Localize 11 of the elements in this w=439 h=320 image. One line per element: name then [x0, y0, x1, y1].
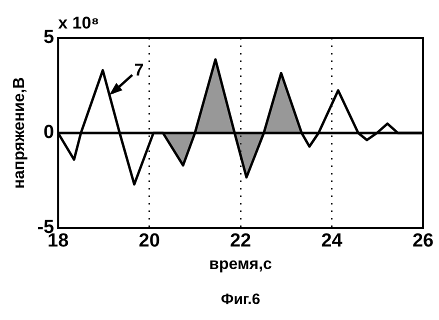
y-tick-label: 5: [44, 27, 55, 48]
x-tick-label: 22: [230, 230, 252, 252]
text: x 10⁸: [58, 14, 100, 33]
y-axis-title: напряжение,В: [11, 77, 28, 189]
x-tick-label: 26: [412, 230, 434, 252]
y-tick-label: 0: [44, 122, 54, 144]
x-tick-label: 24: [321, 230, 343, 252]
x-axis-title: время,с: [209, 256, 272, 273]
x-tick-label: 20: [138, 230, 160, 252]
text: Фиг.6: [220, 291, 260, 308]
annotation: 7: [134, 60, 144, 80]
